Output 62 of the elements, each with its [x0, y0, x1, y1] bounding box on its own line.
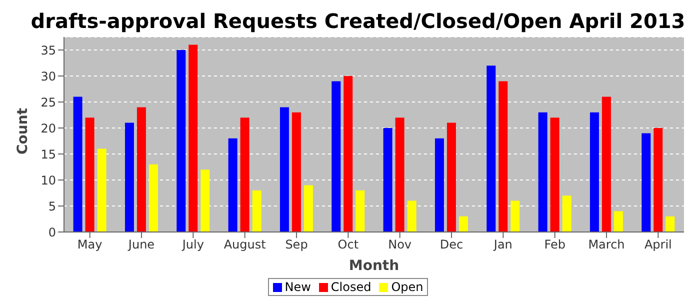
bar: [124, 122, 134, 232]
bar: [292, 112, 301, 232]
legend-label: New: [284, 280, 311, 294]
legend-label: Closed: [330, 280, 372, 294]
x-tick-label: Jan: [492, 238, 512, 252]
bar: [538, 112, 548, 232]
bar: [85, 118, 94, 232]
bar: [614, 211, 623, 232]
x-tick-label: Oct: [338, 238, 359, 252]
bar: [73, 96, 82, 232]
bar: [344, 76, 353, 232]
bar: [446, 122, 456, 232]
bar: [654, 128, 663, 232]
x-tick-label: July: [181, 238, 204, 252]
bar: [228, 138, 238, 232]
bar: [642, 133, 651, 232]
x-tick-label: Nov: [388, 238, 412, 252]
y-tick-label: 10: [40, 173, 56, 188]
bar: [148, 164, 158, 232]
y-tick-label: 15: [40, 147, 56, 162]
bar: [590, 112, 599, 232]
bar: [602, 96, 611, 232]
x-axis-title: Month: [348, 258, 400, 274]
y-tick-label: 5: [48, 199, 56, 214]
bar: [383, 128, 392, 232]
bar: [510, 200, 520, 232]
bar: [550, 118, 560, 232]
y-tick-label: 30: [40, 69, 56, 84]
bar: [486, 66, 496, 232]
bar: [458, 216, 468, 232]
bar: [200, 170, 210, 232]
y-tick-label: 0: [48, 225, 56, 240]
y-tick-label: 20: [40, 121, 56, 136]
bar: [280, 107, 289, 232]
bar: [407, 200, 416, 232]
bar: [332, 81, 341, 232]
x-tick-label: Sep: [285, 238, 308, 252]
bar: [240, 118, 250, 232]
y-tick-label: 35: [40, 43, 56, 58]
x-tick-label: June: [127, 238, 155, 252]
legend-label: Open: [390, 280, 424, 294]
y-axis-title: Count: [14, 108, 31, 154]
bar: [176, 50, 186, 232]
bar: [136, 107, 146, 232]
bar: [666, 216, 675, 232]
bar: [395, 118, 404, 232]
x-tick-label: August: [224, 238, 266, 252]
x-tick-label: Feb: [544, 238, 566, 252]
bar: [252, 190, 262, 232]
bar: [498, 81, 508, 232]
bar: [434, 138, 444, 232]
x-tick-label: May: [77, 238, 102, 252]
y-tick-label: 25: [40, 95, 56, 110]
chart-title: drafts-approval Requests Created/Closed/Open April 2013: [30, 8, 686, 34]
x-tick-label: March: [588, 238, 625, 252]
bar: [97, 148, 106, 232]
bar: [562, 196, 572, 232]
bar: [356, 190, 365, 232]
bar: [188, 44, 198, 232]
x-tick-label: April: [644, 238, 672, 252]
x-tick-label: Dec: [440, 238, 464, 252]
bar: [304, 185, 313, 232]
